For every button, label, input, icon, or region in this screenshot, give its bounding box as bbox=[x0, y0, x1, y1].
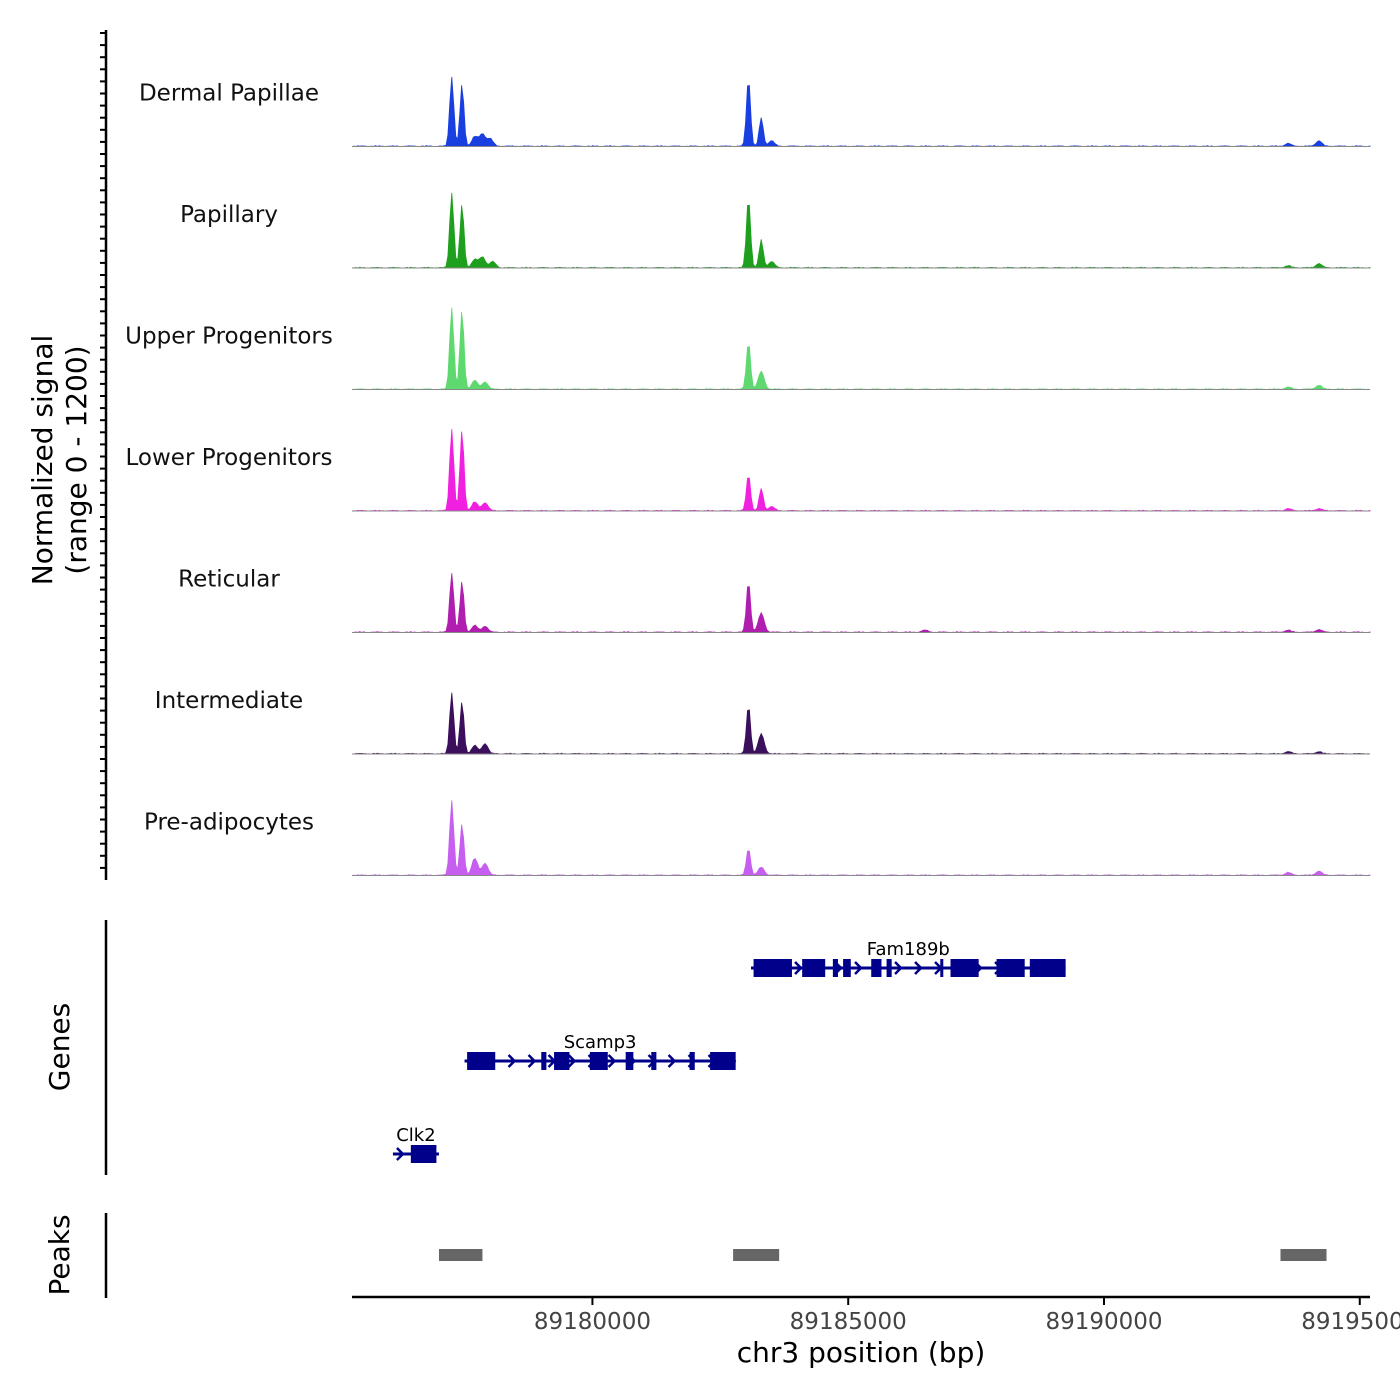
track-label: Lower Progenitors bbox=[126, 445, 333, 471]
strand-arrow bbox=[854, 961, 863, 975]
gene-label: Clk2 bbox=[396, 1125, 435, 1146]
gene-clk2: Clk2 bbox=[392, 1125, 439, 1163]
peak-region bbox=[438, 1249, 483, 1261]
strand-arrow bbox=[667, 1054, 677, 1068]
peak-region bbox=[1280, 1249, 1327, 1261]
exon bbox=[541, 1052, 547, 1070]
signal-tracks: Dermal Papillae Papillary Upper Progenitor… bbox=[125, 76, 1371, 876]
track-reticular: Reticular bbox=[178, 567, 1371, 633]
exon bbox=[710, 1052, 736, 1070]
track-label: Pre-adipocytes bbox=[144, 810, 314, 836]
exon bbox=[554, 1052, 570, 1070]
signal-area bbox=[351, 429, 1371, 512]
strand-arrow bbox=[914, 961, 923, 975]
exon bbox=[886, 959, 892, 977]
strand-arrow bbox=[396, 1147, 405, 1161]
x-tick-label: 89190000 bbox=[1045, 1309, 1162, 1335]
gene-fam189b: Fam189b bbox=[751, 939, 1066, 977]
strand-arrow bbox=[507, 1054, 517, 1068]
exon bbox=[625, 1052, 634, 1070]
track-label: Dermal Papillae bbox=[139, 81, 319, 107]
strand-arrow bbox=[794, 961, 803, 975]
track-intermediate: Intermediate bbox=[155, 688, 1371, 755]
exon bbox=[940, 959, 944, 977]
signal-area bbox=[351, 76, 1371, 147]
ylabel-line2: (range 0 - 1200) bbox=[60, 345, 93, 574]
ylabel-line1: Normalized signal bbox=[26, 335, 59, 586]
gene-scamp3: Scamp3 bbox=[464, 1032, 737, 1070]
x-axis-ticks: 89180000 89185000 89190000 89195000 bbox=[534, 1297, 1400, 1335]
exon bbox=[871, 959, 882, 977]
track-dermal-papillae: Dermal Papillae bbox=[139, 76, 1371, 147]
ylabel: Normalized signal (range 0 - 1200) bbox=[26, 335, 93, 586]
gene-track: Fam189b Scamp3 Clk2 bbox=[392, 939, 1066, 1163]
track-upper-progenitors: Upper Progenitors bbox=[125, 307, 1371, 390]
track-lower-progenitors: Lower Progenitors bbox=[126, 429, 1371, 512]
signal-area bbox=[351, 307, 1371, 390]
exon bbox=[589, 1052, 608, 1070]
peaks-axis-label: Peaks bbox=[43, 1214, 76, 1295]
signal-area bbox=[351, 800, 1371, 876]
strand-arrow bbox=[527, 1054, 537, 1068]
x-tick-label: 89180000 bbox=[534, 1309, 651, 1335]
track-label: Papillary bbox=[180, 202, 278, 228]
x-tick-label: 89195000 bbox=[1301, 1309, 1400, 1335]
strand-arrow bbox=[567, 1054, 577, 1068]
exon bbox=[832, 959, 838, 977]
track-pre-adipocytes: Pre-adipocytes bbox=[144, 800, 1371, 876]
peak-region bbox=[733, 1249, 780, 1261]
genes-axis-label: Genes bbox=[43, 1003, 76, 1091]
track-papillary: Papillary bbox=[180, 192, 1371, 269]
track-label: Reticular bbox=[178, 567, 280, 593]
signal-area bbox=[351, 692, 1371, 755]
signal-y-ticks bbox=[100, 32, 106, 869]
exon bbox=[843, 959, 851, 977]
track-label: Upper Progenitors bbox=[125, 324, 333, 350]
exon bbox=[689, 1052, 695, 1070]
signal-area bbox=[351, 573, 1371, 633]
x-axis-label: chr3 position (bp) bbox=[737, 1336, 986, 1369]
exon bbox=[651, 1052, 657, 1070]
strand-arrow bbox=[894, 961, 903, 975]
exon bbox=[950, 959, 979, 977]
exon bbox=[1029, 959, 1066, 977]
signal-area bbox=[351, 192, 1371, 269]
gene-label: Scamp3 bbox=[564, 1032, 637, 1053]
exon bbox=[996, 959, 1025, 977]
strand-arrow bbox=[607, 1054, 617, 1068]
peak-track bbox=[438, 1249, 1327, 1261]
exon bbox=[802, 959, 826, 977]
x-tick-label: 89185000 bbox=[790, 1309, 907, 1335]
track-label: Intermediate bbox=[155, 688, 303, 714]
exon bbox=[410, 1145, 437, 1163]
exon bbox=[467, 1052, 496, 1070]
exon bbox=[753, 959, 792, 977]
gene-label: Fam189b bbox=[867, 939, 950, 960]
